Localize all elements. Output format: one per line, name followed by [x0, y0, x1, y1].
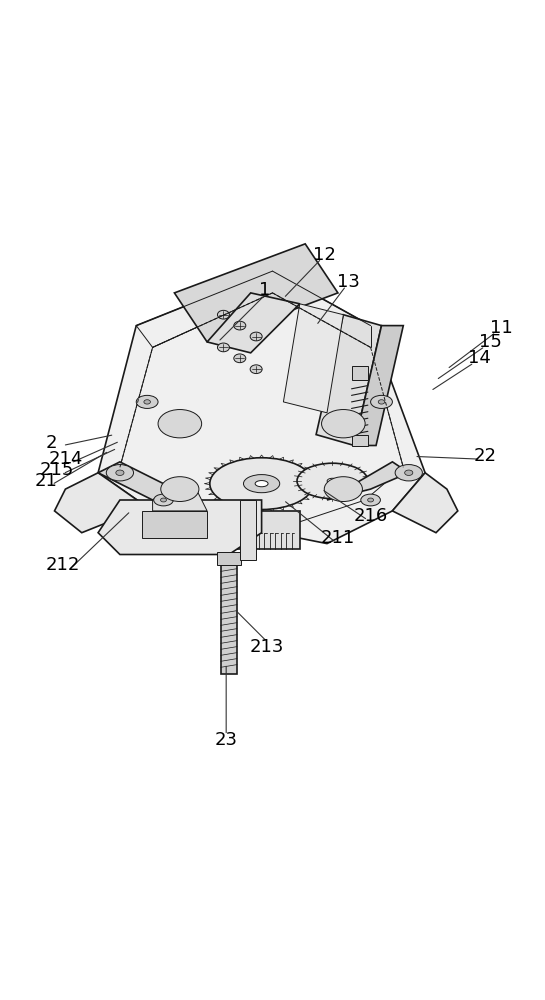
Ellipse shape — [368, 498, 373, 502]
Polygon shape — [283, 304, 343, 413]
Ellipse shape — [324, 477, 362, 501]
Text: 11: 11 — [490, 319, 513, 337]
Polygon shape — [98, 271, 425, 544]
Polygon shape — [316, 315, 381, 446]
Ellipse shape — [158, 410, 202, 438]
Ellipse shape — [161, 477, 199, 501]
Text: 1: 1 — [259, 281, 270, 299]
Ellipse shape — [217, 343, 229, 352]
Polygon shape — [174, 244, 338, 342]
Ellipse shape — [244, 475, 280, 493]
Text: 216: 216 — [354, 507, 387, 525]
Bar — [352, 435, 368, 446]
Polygon shape — [327, 462, 409, 500]
Text: 212: 212 — [45, 556, 80, 574]
Ellipse shape — [106, 465, 134, 481]
Text: 22: 22 — [474, 447, 496, 465]
Ellipse shape — [234, 321, 246, 330]
Text: 215: 215 — [40, 461, 75, 479]
Ellipse shape — [327, 478, 338, 484]
Polygon shape — [354, 326, 403, 446]
Ellipse shape — [404, 470, 413, 475]
Ellipse shape — [234, 354, 246, 363]
Polygon shape — [240, 500, 256, 560]
Polygon shape — [98, 462, 174, 500]
Ellipse shape — [255, 481, 268, 487]
Ellipse shape — [297, 463, 368, 499]
Polygon shape — [221, 554, 237, 674]
Ellipse shape — [161, 498, 166, 502]
Polygon shape — [229, 511, 300, 549]
Ellipse shape — [250, 365, 262, 374]
Text: 21: 21 — [35, 472, 58, 490]
Ellipse shape — [154, 494, 173, 506]
Polygon shape — [54, 473, 153, 533]
Polygon shape — [98, 500, 262, 554]
Ellipse shape — [378, 400, 385, 404]
Ellipse shape — [136, 395, 158, 408]
Ellipse shape — [371, 395, 392, 408]
Text: 12: 12 — [313, 246, 336, 264]
Bar — [217, 552, 241, 565]
Ellipse shape — [217, 310, 229, 319]
Ellipse shape — [144, 400, 150, 404]
Text: 214: 214 — [48, 450, 83, 468]
Ellipse shape — [250, 332, 262, 341]
Text: 2: 2 — [46, 434, 58, 452]
Text: 15: 15 — [479, 333, 502, 351]
Bar — [352, 366, 368, 380]
Polygon shape — [153, 489, 207, 511]
Ellipse shape — [395, 465, 422, 481]
Polygon shape — [392, 473, 458, 533]
Ellipse shape — [361, 494, 380, 506]
Text: 213: 213 — [250, 638, 284, 656]
Ellipse shape — [322, 410, 365, 438]
Text: 211: 211 — [321, 529, 355, 547]
Text: 14: 14 — [468, 349, 491, 367]
Ellipse shape — [116, 470, 124, 475]
Polygon shape — [142, 511, 207, 538]
Text: 13: 13 — [337, 273, 360, 291]
Polygon shape — [207, 293, 300, 353]
Ellipse shape — [210, 458, 313, 510]
Text: 23: 23 — [215, 731, 238, 749]
